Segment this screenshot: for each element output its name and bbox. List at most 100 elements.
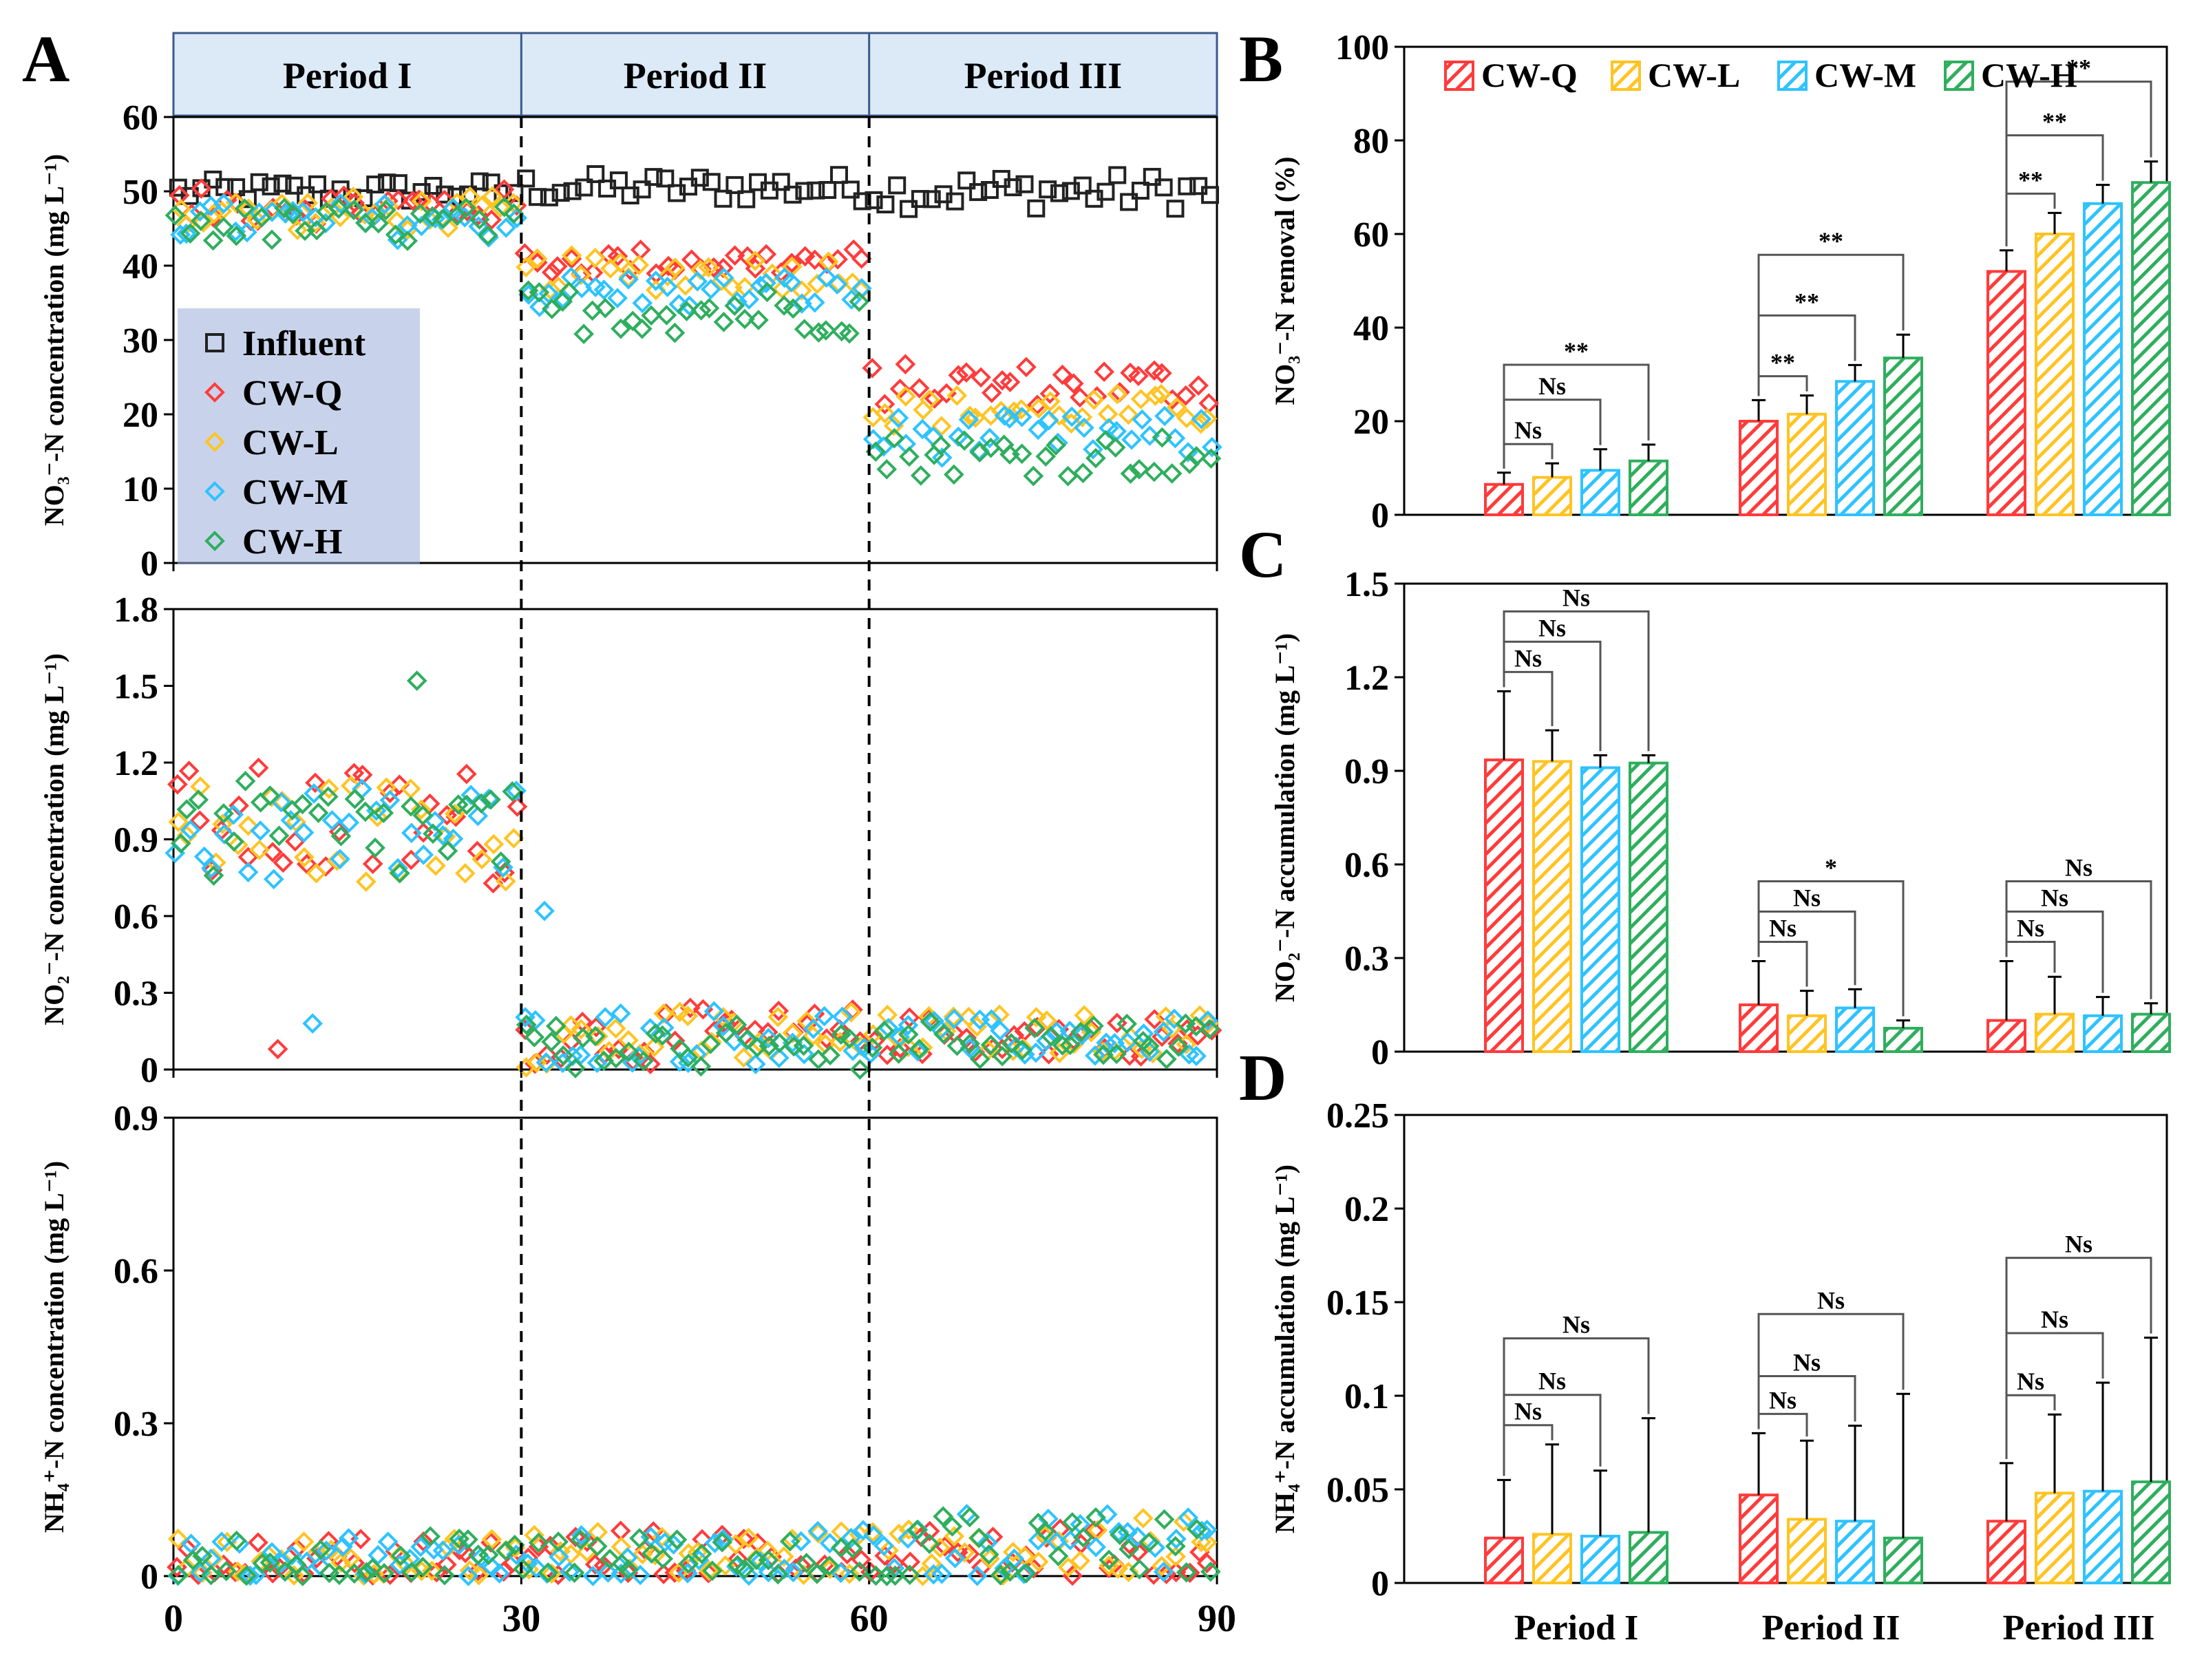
significance-bracket — [1757, 941, 1808, 987]
cw-h-outlier-point — [546, 1015, 566, 1036]
cw-q-point — [1039, 383, 1061, 404]
cw-m-point — [713, 267, 734, 288]
cw-q-point — [1127, 1542, 1149, 1562]
cw-h-point — [423, 823, 443, 844]
cw-h-point — [783, 1036, 805, 1057]
cw-m-point — [814, 1006, 835, 1027]
cw-m-point — [432, 1540, 454, 1561]
cw-m-point — [316, 1540, 337, 1561]
influent-point — [656, 169, 675, 188]
cw-h-point — [356, 1562, 377, 1583]
cw-l-point — [1010, 398, 1032, 420]
cw-l-point — [541, 1563, 562, 1584]
cw-l-point — [1151, 383, 1172, 405]
scatter-points — [167, 1504, 1221, 1586]
cw-l-point — [921, 1553, 942, 1574]
cw-q-point — [586, 1017, 606, 1038]
cw-h-point — [876, 459, 898, 480]
cw-h-point — [678, 1553, 699, 1574]
legend-b: CW-Q CW-L CW-M CW-H — [1444, 56, 2077, 94]
cw-m-point — [931, 447, 953, 468]
cw-l-point — [1173, 1511, 1194, 1532]
cw-m-point — [966, 1565, 988, 1586]
cw-h-point — [412, 1556, 434, 1577]
significance-bracket — [2005, 1257, 2152, 1459]
panel-b: B 0 20 40 60 80 100 NO₃⁻-N removal (%) Ns Ns ** **… — [1239, 22, 2171, 535]
cw-l-point — [733, 1047, 754, 1068]
influent-point — [1039, 180, 1057, 199]
cw-q-point — [843, 239, 864, 260]
influent-point — [714, 189, 732, 208]
error-bars — [1497, 1337, 2158, 1538]
x-tick-label: 0 — [164, 1597, 183, 1640]
cw-l-point — [1040, 391, 1061, 412]
cw-l-point — [946, 385, 968, 406]
significance-label: ** — [2018, 166, 2043, 193]
cw-q-point — [536, 1044, 558, 1065]
legend-marker-cw-q — [204, 382, 225, 403]
cw-q-point — [467, 840, 488, 862]
cw-q-point — [829, 1019, 850, 1040]
cw-h-point — [677, 1047, 699, 1068]
cw-m-bar — [1580, 766, 1620, 1053]
significance-bracket — [1757, 880, 1905, 1017]
cw-h-point — [969, 1048, 990, 1070]
cw-h-point — [690, 299, 712, 321]
legend-marker-cw-l — [204, 432, 225, 452]
cw-q-point — [344, 1553, 365, 1573]
cw-h-point — [960, 1033, 980, 1054]
cw-h-point — [397, 231, 418, 251]
cw-m-point — [213, 193, 234, 214]
cw-l-point — [343, 187, 364, 207]
cw-m-point — [804, 292, 825, 313]
cw-l-point — [1176, 407, 1197, 429]
cw-l-point — [297, 193, 318, 213]
cw-h-point — [1187, 1518, 1207, 1540]
influent-point — [1131, 182, 1149, 200]
cw-h-point — [1061, 1512, 1083, 1533]
cw-m-point — [611, 1563, 632, 1584]
cw-h-point — [876, 1566, 898, 1586]
cw-h-point — [553, 1045, 574, 1066]
cw-q-point — [681, 249, 702, 270]
cw-m-point — [1074, 417, 1094, 438]
plot-area-frame — [172, 608, 1218, 1071]
y-tick-label: 1.5 — [114, 668, 158, 707]
influent-point — [957, 171, 976, 190]
cw-h-point — [645, 1023, 666, 1044]
cw-m-bar — [1835, 1520, 1875, 1584]
cw-h-point — [355, 213, 376, 233]
cw-h-point — [990, 1564, 1011, 1586]
category-label: Period III — [2003, 1608, 2155, 1648]
cw-q-point — [804, 249, 825, 270]
cw-l-point — [877, 1004, 898, 1025]
cw-h-point — [884, 427, 905, 449]
cw-h-point — [274, 198, 295, 219]
cw-q-point — [948, 1542, 968, 1563]
cw-h-point — [355, 801, 376, 822]
significance-bracket — [1757, 375, 1808, 396]
legend-label: CW-H — [242, 522, 342, 562]
cw-m-point — [1011, 406, 1032, 427]
cw-h-point — [502, 781, 523, 802]
cw-m-point — [1164, 1008, 1185, 1030]
y-tick-label: 0.6 — [114, 897, 158, 937]
y-tick-label: 0.05 — [1326, 1471, 1389, 1510]
cw-q-bar — [1484, 758, 1524, 1053]
cw-h-point — [170, 833, 191, 854]
cw-m-point — [977, 1532, 998, 1553]
cw-l-point — [481, 1529, 502, 1550]
significance-label: Ns — [2065, 1231, 2092, 1258]
cw-m-point — [374, 193, 395, 215]
influent-point — [946, 192, 964, 211]
cw-q-point — [1094, 361, 1114, 383]
cw-h-point — [200, 1564, 222, 1586]
cw-m-point — [571, 1524, 592, 1546]
cw-m-point — [1197, 1010, 1218, 1031]
cw-h-point — [666, 1529, 688, 1550]
cw-q-point — [692, 999, 714, 1020]
cw-l-point — [653, 1003, 675, 1024]
significance-bracket — [1757, 1412, 1808, 1437]
cw-l-point — [287, 220, 308, 240]
